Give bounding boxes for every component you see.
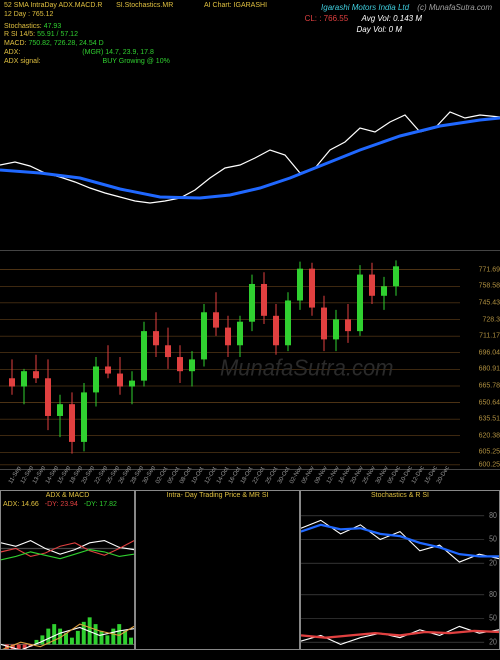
hdr-dayline: 12 Day : 765.12 xyxy=(4,11,53,18)
hdr-dayvol: Day Vol: 0 M xyxy=(357,25,403,34)
hdr-sma: 52 SMA IntraDay ADX.MACD.R xyxy=(4,2,102,9)
panel-adx-macd: ADX & MACD ADX: 14.66 -DY: 23.94 -DY: 17… xyxy=(0,490,135,650)
hdr-ai: AI Chart: IGARASHI xyxy=(204,2,267,9)
svg-text:20: 20 xyxy=(489,558,497,568)
adxsig-val: BUY Growing @ 10% xyxy=(43,58,170,65)
chart-header: 52 SMA IntraDay ADX.MACD.R SI.Stochastic… xyxy=(0,0,500,70)
hdr-avgvol: Avg Vol: 0.143 M xyxy=(362,14,422,23)
hdr-company: Igarashi Motors India Ltd xyxy=(321,3,409,12)
hdr-copy: (c) MunafaSutra.com xyxy=(411,3,492,12)
svg-text:80: 80 xyxy=(489,511,497,521)
p1-adx: ADX: 14.66 xyxy=(3,501,39,508)
p1-title: ADX & MACD xyxy=(1,491,134,500)
svg-text:80: 80 xyxy=(489,590,497,600)
stoch-val: 47.93 xyxy=(44,23,62,30)
x-axis-dates: 11-Sep12-Sep13-Sep14-Sep15-Sep18-Sep20-S… xyxy=(0,470,500,490)
p2-title: Intra- Day Trading Price & MR SI xyxy=(167,492,269,499)
watermark: MunafaSutra.com xyxy=(220,355,394,380)
adx-label: ADX: xyxy=(4,49,20,56)
indicator-panels: ADX & MACD ADX: 14.66 -DY: 23.94 -DY: 17… xyxy=(0,490,500,650)
candlestick-chart: MunafaSutra.com 771.69758.58745.43728.37… xyxy=(0,250,500,470)
adxsig-label: ADX signal: xyxy=(4,58,41,65)
svg-text:20: 20 xyxy=(489,637,497,647)
rsi-label: R SI 14/5: xyxy=(4,31,35,38)
macd-val: 750.82, 726.28, 24.54 D xyxy=(29,40,104,47)
hdr-cl: CL: : 766.55 xyxy=(305,14,349,23)
p1-pdy: -DY: 17.82 xyxy=(80,501,117,508)
rsi-val: 55.91 / 57.12 xyxy=(37,31,78,38)
stoch-label: Stochastics: xyxy=(4,23,42,30)
hdr-si: SI.Stochastics.MR xyxy=(116,2,173,9)
svg-text:50: 50 xyxy=(489,534,497,544)
panel-stoch-rsi: Stochastics & R SI 20 50 80 20 50 80 xyxy=(300,490,500,650)
svg-text:50: 50 xyxy=(489,613,497,623)
panel-intraday: Intra- Day Trading Price & MR SI xyxy=(135,490,300,650)
sma-line-chart xyxy=(0,70,500,250)
p1-mdy: -DY: 23.94 xyxy=(41,501,78,508)
p3-title: Stochastics & R SI xyxy=(301,491,499,500)
adx-val: (MGR) 14.7, 23.9, 17.8 xyxy=(22,49,154,56)
macd-label: MACD: xyxy=(4,40,27,47)
